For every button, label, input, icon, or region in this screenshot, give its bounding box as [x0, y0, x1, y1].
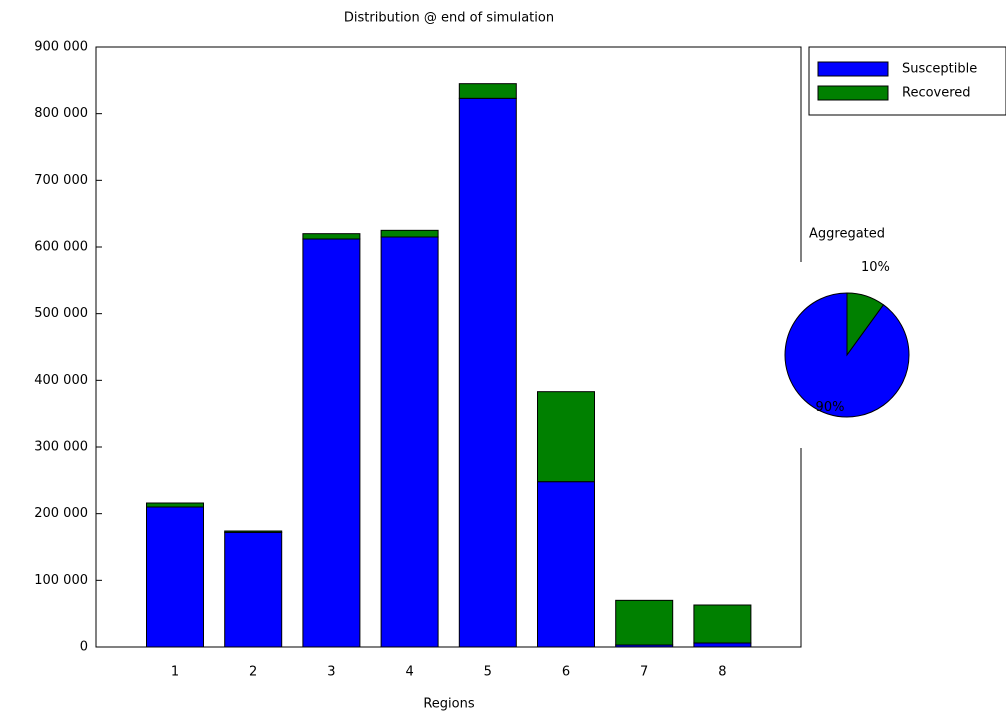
y-tick-label: 300 000	[34, 440, 88, 455]
x-tick-label: 4	[405, 665, 413, 680]
x-tick-label: 2	[249, 665, 257, 680]
y-tick-label: 800 000	[34, 106, 88, 121]
bar-segment	[380, 236, 439, 648]
legend-box	[808, 46, 1006, 116]
chart-title: Distribution @ end of simulation	[344, 11, 554, 26]
pie-slice	[784, 292, 910, 418]
pie-title: Aggregated	[809, 227, 885, 242]
y-tick-label: 900 000	[34, 40, 88, 55]
x-tick-label: 6	[562, 665, 570, 680]
legend-label: Susceptible	[902, 62, 977, 77]
legend-swatch	[817, 61, 889, 77]
bar-segment	[224, 531, 283, 648]
bar-segment	[693, 642, 752, 648]
bar-segment	[302, 233, 361, 240]
y-tick-label: 200 000	[34, 506, 88, 521]
y-tick-label: 700 000	[34, 173, 88, 188]
bar-segment	[380, 229, 439, 238]
legend-swatch	[817, 85, 889, 101]
legend-label: Recovered	[902, 86, 971, 101]
bar-segment	[302, 238, 361, 648]
y-tick-label: 400 000	[34, 373, 88, 388]
y-tick-label: 600 000	[34, 240, 88, 255]
y-tick-label: 0	[80, 640, 88, 655]
bar-segment	[146, 506, 204, 648]
bar-segment	[615, 599, 674, 646]
x-axis-label: Regions	[423, 697, 475, 712]
x-tick-label: 3	[327, 665, 335, 680]
bar-segment	[537, 481, 595, 648]
x-tick-label: 5	[484, 665, 492, 680]
pie-label: 10%	[861, 260, 890, 275]
x-tick-label: 1	[171, 665, 179, 680]
pie-label: 90%	[816, 400, 845, 415]
bar-segment	[458, 97, 517, 648]
y-tick-label: 500 000	[34, 306, 88, 321]
bar-segment	[146, 502, 204, 508]
bar-segment	[537, 391, 595, 483]
x-tick-label: 8	[718, 665, 726, 680]
y-tick-label: 100 000	[34, 573, 88, 588]
x-tick-label: 7	[640, 665, 648, 680]
bar-segment	[693, 604, 752, 644]
bar-segment	[224, 530, 283, 533]
bar-segment	[458, 83, 517, 99]
